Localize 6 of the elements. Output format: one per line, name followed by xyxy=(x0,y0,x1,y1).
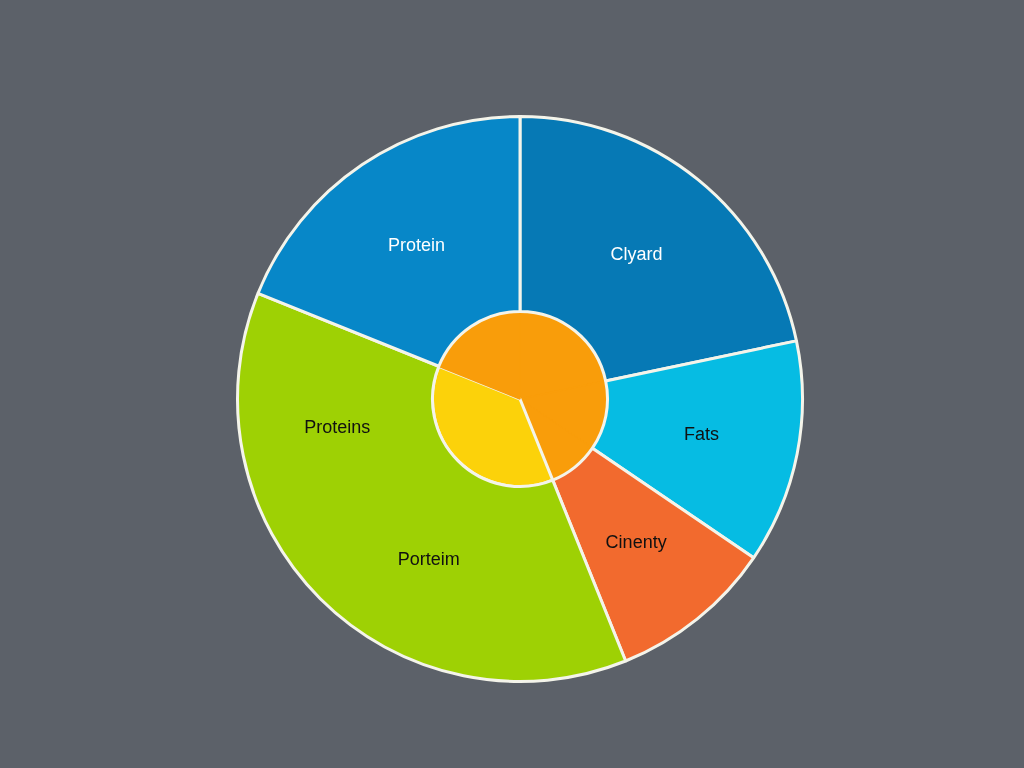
slice-label: Clyard xyxy=(610,244,663,265)
slice-label: Protein xyxy=(387,234,446,255)
slice-label: Porteim xyxy=(397,548,460,569)
slice-label: Fats xyxy=(684,423,720,444)
slice-label: Cinenty xyxy=(605,532,667,552)
text: Proteins xyxy=(304,416,371,437)
